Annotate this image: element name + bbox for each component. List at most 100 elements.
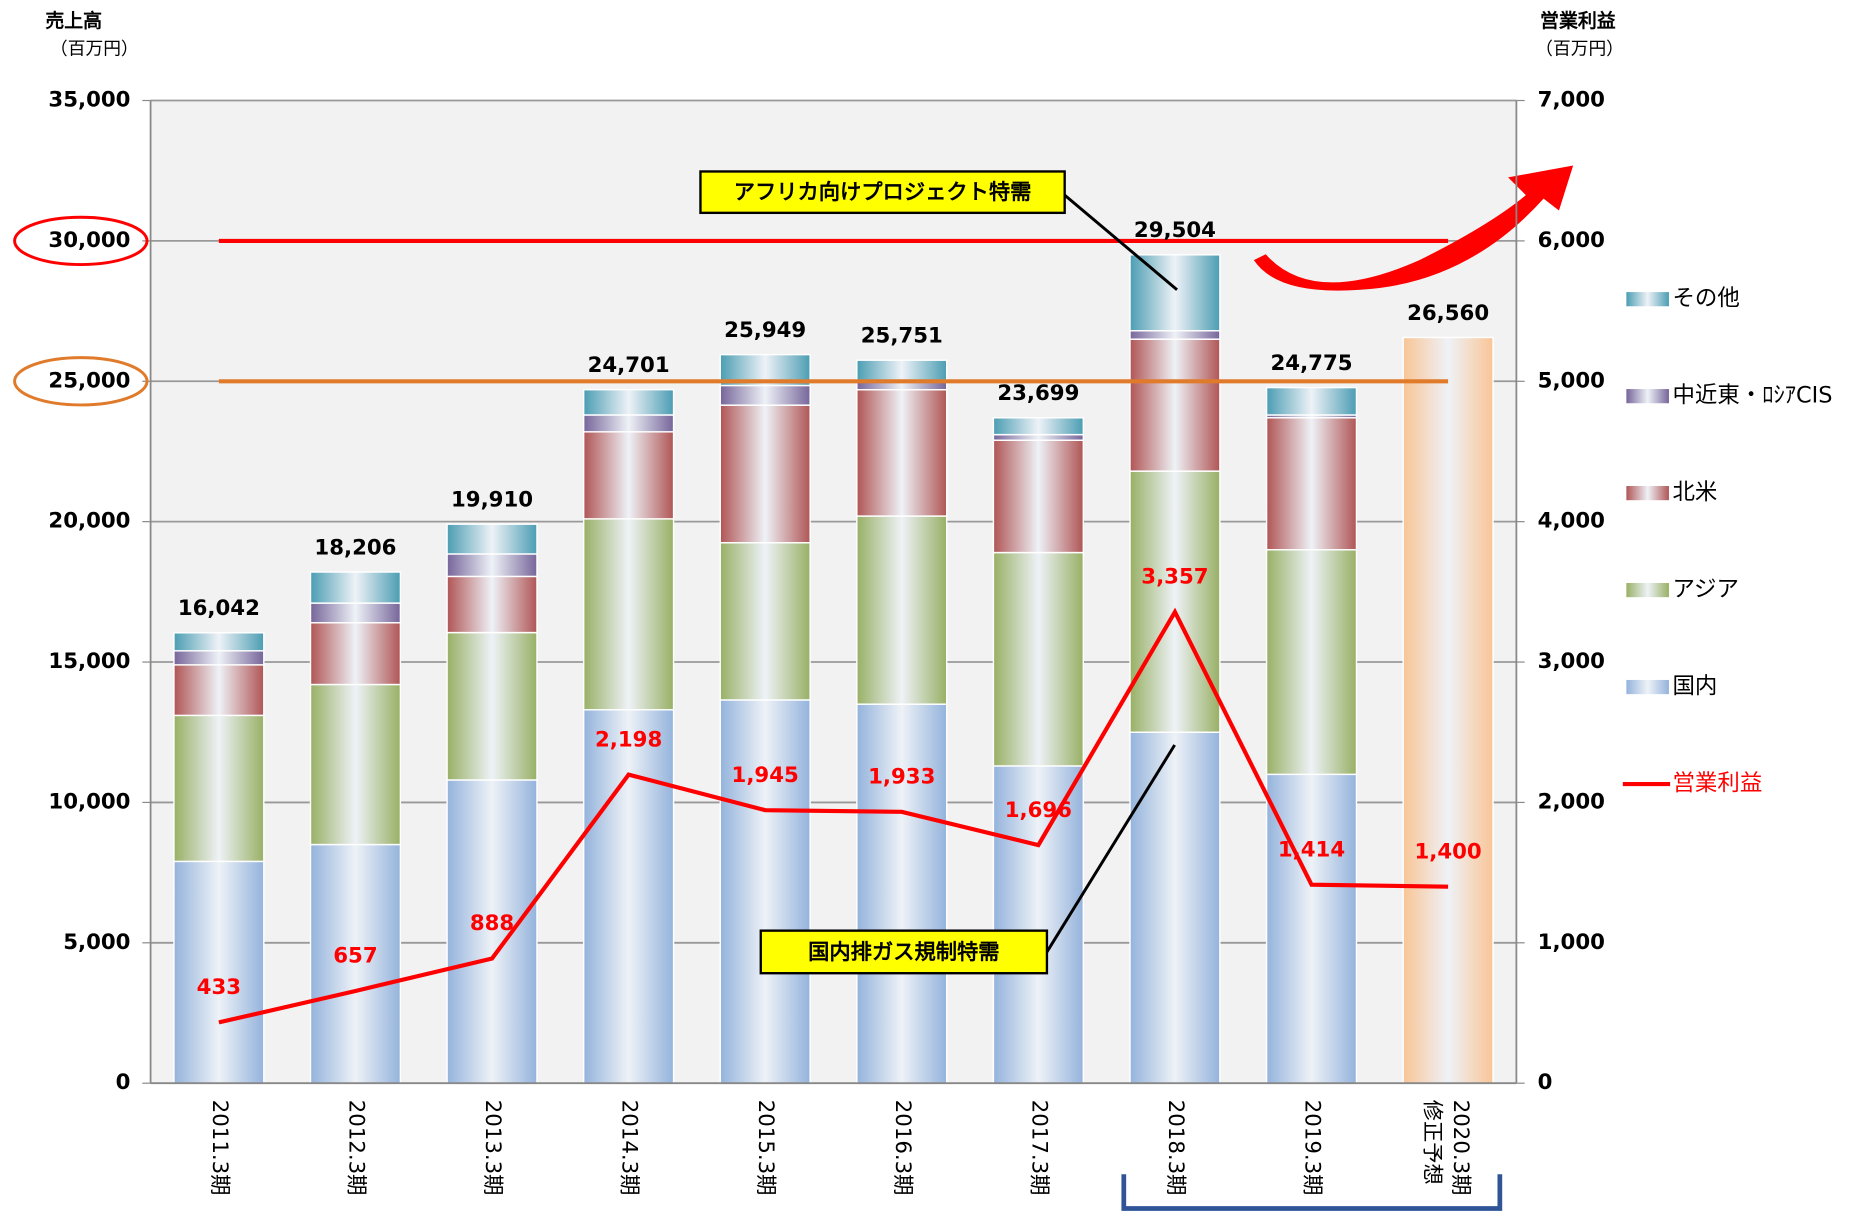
- bar-segment: [173, 632, 265, 652]
- bar-segment: [309, 571, 402, 604]
- bar-segment: [856, 359, 948, 382]
- bar-segment: [1129, 731, 1221, 1084]
- y2-tick-label: 1,000: [1538, 930, 1605, 955]
- bar-segment: [173, 860, 265, 1084]
- value-label: 1,945: [732, 763, 799, 788]
- bar-segment: [1129, 330, 1221, 340]
- bar-segment: [446, 779, 538, 1084]
- bar-segment: [173, 650, 265, 666]
- x-tick-label: 2016.3期: [890, 1100, 915, 1196]
- legend-label: 国内: [1672, 674, 1717, 700]
- callout-box: [699, 170, 1066, 215]
- y-tick-label: 20,000: [48, 509, 130, 534]
- value-label: 3,357: [1141, 565, 1208, 590]
- value-label: 1,414: [1278, 837, 1345, 862]
- legend-label: 北米: [1672, 480, 1717, 506]
- x-tick-label: 2018.3期: [1163, 1100, 1188, 1196]
- bar-segment: [582, 709, 675, 1084]
- value-label: 657: [333, 944, 377, 969]
- total-label: 24,701: [588, 353, 670, 378]
- total-label: 25,751: [861, 324, 943, 349]
- total-label: 29,504: [1134, 218, 1216, 243]
- bar-segment: [992, 417, 1085, 436]
- bar-segment: [173, 664, 265, 717]
- x-tick-label: 2015.3期: [753, 1100, 778, 1196]
- bar-segment: [719, 384, 811, 406]
- bar-segment: [992, 551, 1085, 767]
- y2-tick-label: 7,000: [1538, 88, 1605, 113]
- bar-segment: [446, 553, 538, 578]
- x-tick-label: 2011.3期: [207, 1100, 232, 1196]
- x-tick-label: 2017.3期: [1026, 1100, 1051, 1196]
- x-tick-label: 2014.3期: [617, 1100, 642, 1196]
- total-label: 18,206: [314, 535, 396, 560]
- highlight-circle: [13, 356, 149, 407]
- y-title: 売上高: [45, 9, 102, 32]
- y2-tick-label: 3,000: [1538, 649, 1605, 674]
- bar-segment: [856, 703, 948, 1084]
- bar-segment: [582, 414, 675, 433]
- bar-segment: [1129, 470, 1221, 733]
- bar-segment: [719, 404, 811, 544]
- legend-swatch: [1626, 292, 1669, 307]
- x-tick-label: 2020.3期: [1448, 1100, 1473, 1196]
- bar-segment: [582, 431, 675, 520]
- bar-segment: [446, 523, 538, 555]
- y-tick-label: 0: [116, 1070, 131, 1095]
- total-label: 24,775: [1270, 351, 1352, 376]
- bar-segment: [309, 622, 402, 686]
- bar-segment: [1265, 549, 1358, 776]
- bar-segment: [1129, 338, 1221, 472]
- line-series: [218, 607, 1449, 1025]
- y-tick-label: 30,000: [48, 228, 130, 253]
- y-tick-label: 15,000: [48, 649, 130, 674]
- forecast-label: 修正予想: [1420, 1100, 1445, 1185]
- callout-line: [1063, 193, 1178, 291]
- y2-tick-label: 0: [1538, 1070, 1553, 1095]
- bar-segment: [1129, 254, 1221, 332]
- legend-swatch: [1626, 582, 1669, 598]
- legend-swatch: [1626, 486, 1669, 501]
- x-tick-label: 2019.3期: [1300, 1100, 1325, 1196]
- total-label: 16,042: [178, 596, 260, 621]
- legend-label: その他: [1672, 286, 1739, 312]
- legend-swatch: [1626, 679, 1669, 695]
- bar-segment: [856, 515, 948, 705]
- value-label: 2,198: [595, 727, 662, 752]
- x-tick-label: 2013.3期: [480, 1100, 505, 1196]
- value-label: 888: [470, 911, 514, 936]
- bar-segment: [446, 575, 538, 634]
- y-unit: （百万円）: [50, 40, 139, 60]
- y2-tick-label: 4,000: [1538, 509, 1605, 534]
- forecast-bar: [1402, 336, 1494, 1084]
- total-label: 23,699: [997, 381, 1079, 406]
- y2-tick-label: 2,000: [1538, 789, 1605, 814]
- y2-title: 営業利益: [1540, 9, 1616, 32]
- bar-segment: [856, 388, 948, 517]
- value-label: 433: [197, 975, 241, 1000]
- arrow: [1253, 165, 1574, 291]
- bar-segment: [446, 631, 538, 781]
- bar-segment: [719, 542, 811, 701]
- total-label: 25,949: [724, 318, 806, 343]
- value-label: 1,933: [868, 765, 935, 790]
- y-tick-label: 5,000: [63, 930, 130, 955]
- legend-swatch: [1626, 389, 1669, 404]
- bar-segment: [173, 714, 265, 863]
- total-label: 26,560: [1407, 301, 1489, 326]
- annotation: 国内排ガス規制特需: [808, 939, 999, 965]
- bar-segment: [992, 433, 1085, 441]
- y2-tick-label: 5,000: [1538, 368, 1605, 393]
- bar-segment: [582, 388, 675, 416]
- highlight-circle: [13, 215, 149, 267]
- bar-segment: [582, 518, 675, 711]
- bar-segment: [1265, 417, 1358, 551]
- y-tick-label: 35,000: [48, 88, 130, 113]
- x-tick-label: 2012.3期: [343, 1100, 368, 1196]
- annotation: アフリカ向けプロジェクト特需: [734, 179, 1032, 205]
- bar-segment: [309, 683, 402, 846]
- total-label: 19,910: [451, 488, 533, 513]
- bar-segment: [1265, 386, 1358, 416]
- value-label: 1,696: [1005, 798, 1072, 823]
